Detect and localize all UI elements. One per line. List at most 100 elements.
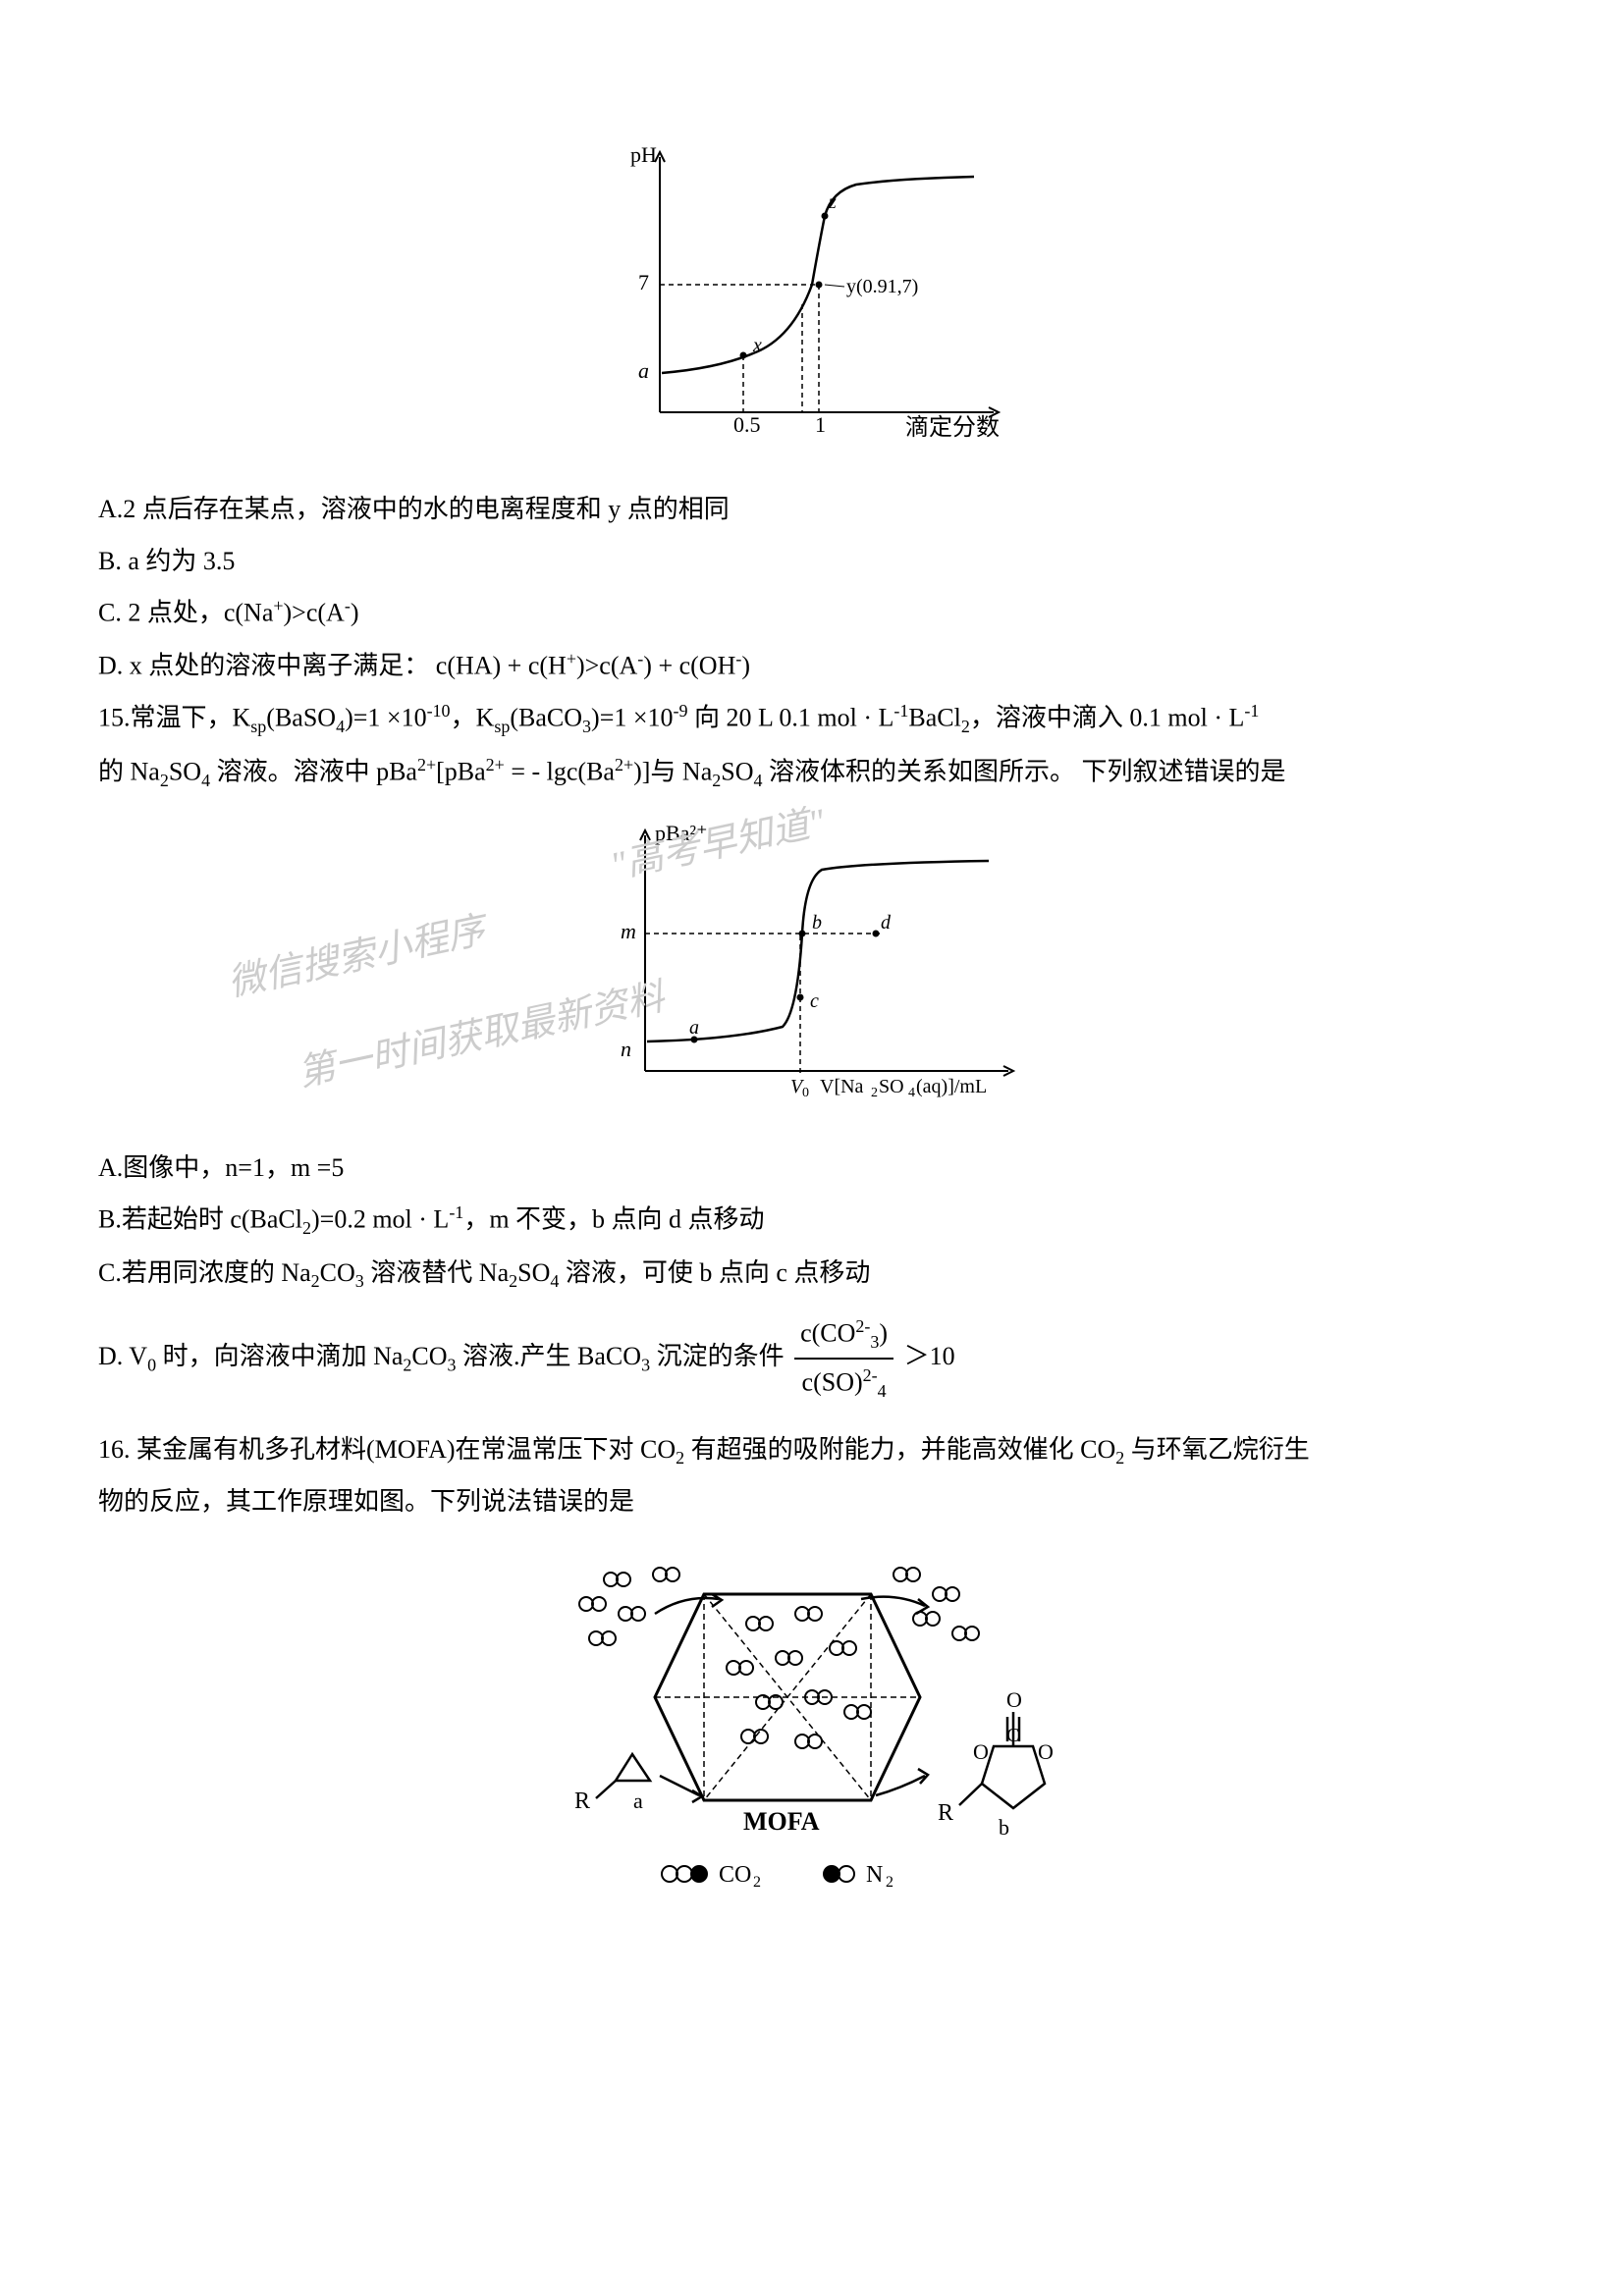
q15-l2-t1: SO: [169, 757, 201, 785]
opt-d2-t2: CO: [411, 1342, 447, 1370]
opt-c-mid: )>c(A: [284, 599, 345, 627]
opt-d2-t3: 溶液.产生 BaCO: [457, 1342, 642, 1370]
opt-c2-sub3: 2: [509, 1271, 517, 1291]
question-15-line1: 15.常温下，Ksp(BaSO4)=1 ×10-10，Ksp(BaCO3)=1 …: [98, 695, 1526, 742]
q15-t4: (BaCO: [510, 704, 582, 732]
svg-text:pBa²⁺: pBa²⁺: [655, 821, 708, 845]
frac-num-prefix: c(CO: [800, 1319, 855, 1348]
q15-l2-sup1: 2+: [417, 755, 436, 774]
svg-text:O: O: [973, 1739, 989, 1764]
opt-c2-t2: 溶液替代 Na: [364, 1258, 509, 1287]
frac-den-sub: 4: [878, 1381, 887, 1401]
svg-text:7: 7: [638, 270, 649, 294]
q15-prefix: 15.常温下，K: [98, 704, 250, 732]
opt-d-mid2: ) + c(OH: [643, 652, 735, 680]
opt-c2-t3: SO: [517, 1258, 550, 1287]
pba-chart: pBa²⁺ m n a b c d V 0 V[Na 2 SO 4 (aq)]/…: [576, 816, 1048, 1110]
svg-text:O: O: [1038, 1739, 1054, 1764]
opt-c2-t1: CO: [320, 1258, 355, 1287]
q15-t2: )=1 ×10: [345, 704, 426, 732]
svg-text:a: a: [638, 358, 649, 383]
q15-t8: ，溶液中滴入 0.1 mol · L: [970, 704, 1245, 732]
q15-l2-t2: 溶液。溶液中 pBa: [210, 757, 417, 785]
opt-c2-sub1: 2: [311, 1271, 320, 1291]
opt-b2-suffix: ，m 不变，b 点向 d 点移动: [463, 1205, 764, 1234]
option-d-2: D. V0 时，向溶液中滴加 Na2CO3 溶液.产生 BaCO3 沉淀的条件 …: [98, 1310, 1526, 1407]
svg-text:R: R: [938, 1800, 953, 1826]
q15-t5: )=1 ×10: [591, 704, 673, 732]
fraction: c(CO2-3) c(SO)2-4: [794, 1310, 893, 1407]
opt-b2-sup1: -1: [449, 1202, 463, 1222]
opt-d-sup1: +: [567, 649, 576, 668]
figure-2-container: "高考早知道" 微信搜索小程序 第一时间获取最新资料 pBa²⁺ m n a b: [98, 816, 1526, 1126]
opt-d2-t4: 沉淀的条件: [650, 1342, 785, 1370]
svg-text:0: 0: [802, 1086, 809, 1100]
ph-label: pH: [630, 142, 657, 167]
option-a-1: A.2 点后存在某点，溶液中的水的电离程度和 y 点的相同: [98, 487, 1526, 533]
option-c-1: C. 2 点处，c(Na+)>c(A-): [98, 590, 1526, 636]
frac-num-sup: 2-: [855, 1316, 870, 1336]
opt-c2-t4: 溶液，可使 b 点向 c 点移动: [559, 1258, 870, 1287]
q15-l2-sub1: 2: [160, 770, 169, 789]
svg-text:2: 2: [753, 1874, 761, 1891]
svg-text:z: z: [828, 191, 837, 213]
frac-num-suffix: ): [879, 1319, 888, 1348]
frac-den-prefix: c(SO): [802, 1368, 863, 1397]
svg-text:0.5: 0.5: [733, 412, 761, 437]
q15-l2-sup2: 2+: [486, 755, 505, 774]
q15-sup2: -9: [674, 701, 688, 721]
svg-text:C: C: [1006, 1725, 1019, 1746]
svg-text:SO: SO: [879, 1076, 904, 1097]
q15-t6: 向 20 L 0.1 mol · L: [688, 704, 894, 732]
svg-text:b: b: [812, 912, 822, 934]
fraction-denominator: c(SO)2-4: [794, 1360, 893, 1407]
q15-sp2: sp: [494, 717, 510, 736]
q16-sub2: 2: [1115, 1448, 1124, 1468]
svg-text:R: R: [574, 1789, 590, 1814]
svg-text:N: N: [866, 1862, 883, 1888]
q16-prefix: 16. 某金属有机多孔材料(MOFA)在常温常压下对 CO: [98, 1435, 676, 1464]
opt-b2-prefix: B.若起始时 c(BaCl: [98, 1205, 302, 1234]
svg-text:1: 1: [815, 412, 826, 437]
option-c-2: C.若用同浓度的 Na2CO3 溶液替代 Na2SO4 溶液，可使 b 点向 c…: [98, 1251, 1526, 1298]
q15-t3: ，K: [451, 704, 495, 732]
svg-text:(aq)]/mL: (aq)]/mL: [916, 1076, 987, 1097]
q15-l2-sub2: 4: [201, 770, 210, 789]
question-16-line1: 16. 某金属有机多孔材料(MOFA)在常温常压下对 CO2 有超强的吸附能力，…: [98, 1427, 1526, 1474]
q15-sup4: -1: [1244, 701, 1259, 721]
opt-d2-sub4: 3: [641, 1356, 650, 1375]
page-wrapper: pH 7 a 0.5 1 x z y(0.91,7) 滴定分数 A.2 点后存在…: [98, 137, 1526, 1924]
watermark-2: 微信搜索小程序: [222, 897, 491, 1017]
opt-c2-prefix: C.若用同浓度的 Na: [98, 1258, 311, 1287]
opt-b2-t1: )=0.2 mol · L: [311, 1205, 449, 1234]
opt-c-sup1: +: [273, 596, 283, 615]
q16-t2: 与环氧乙烷衍生: [1124, 1435, 1310, 1464]
svg-text:2: 2: [886, 1874, 893, 1891]
q15-l2-sub4: 4: [754, 770, 763, 789]
svg-text:c: c: [810, 990, 819, 1012]
q15-sub2: 3: [582, 717, 591, 736]
x-axis-label: 滴定分数: [905, 414, 1000, 441]
option-d-1: D. x 点处的溶液中离子满足： c(HA) + c(H+)>c(A-) + c…: [98, 643, 1526, 689]
svg-text:MOFA: MOFA: [743, 1807, 820, 1836]
svg-text:4: 4: [908, 1086, 915, 1100]
q15-l2-sub3: 2: [712, 770, 721, 789]
q15-t1: (BaSO: [266, 704, 336, 732]
q15-sub3: 2: [961, 717, 970, 736]
opt-d2-prefix: D. V: [98, 1342, 147, 1370]
svg-text:a: a: [689, 1017, 699, 1039]
q15-sub1: 4: [336, 717, 345, 736]
q15-t7: BaCl: [908, 704, 960, 732]
opt-d-prefix: D. x 点处的溶液中离子满足： c(HA) + c(H: [98, 652, 567, 680]
svg-text:y(0.91,7): y(0.91,7): [846, 276, 918, 297]
ph-titration-chart: pH 7 a 0.5 1 x z y(0.91,7) 滴定分数: [601, 137, 1023, 452]
question-16-line2: 物的反应，其工作原理如图。下列说法错误的是: [98, 1479, 1526, 1525]
svg-text:d: d: [881, 912, 892, 934]
q16-sub1: 2: [676, 1448, 684, 1468]
figure-3-container: R a MOFA O C O O: [98, 1545, 1526, 1924]
question-15-line2: 的 Na2SO4 溶液。溶液中 pBa2+[pBa2+ = - lgc(Ba2+…: [98, 749, 1526, 796]
option-b-1: B. a 约为 3.5: [98, 539, 1526, 585]
option-b-2: B.若起始时 c(BaCl2)=0.2 mol · L-1，m 不变，b 点向 …: [98, 1197, 1526, 1244]
q16-t1: 有超强的吸附能力，并能高效催化 CO: [684, 1435, 1115, 1464]
svg-text:a: a: [633, 1789, 643, 1813]
